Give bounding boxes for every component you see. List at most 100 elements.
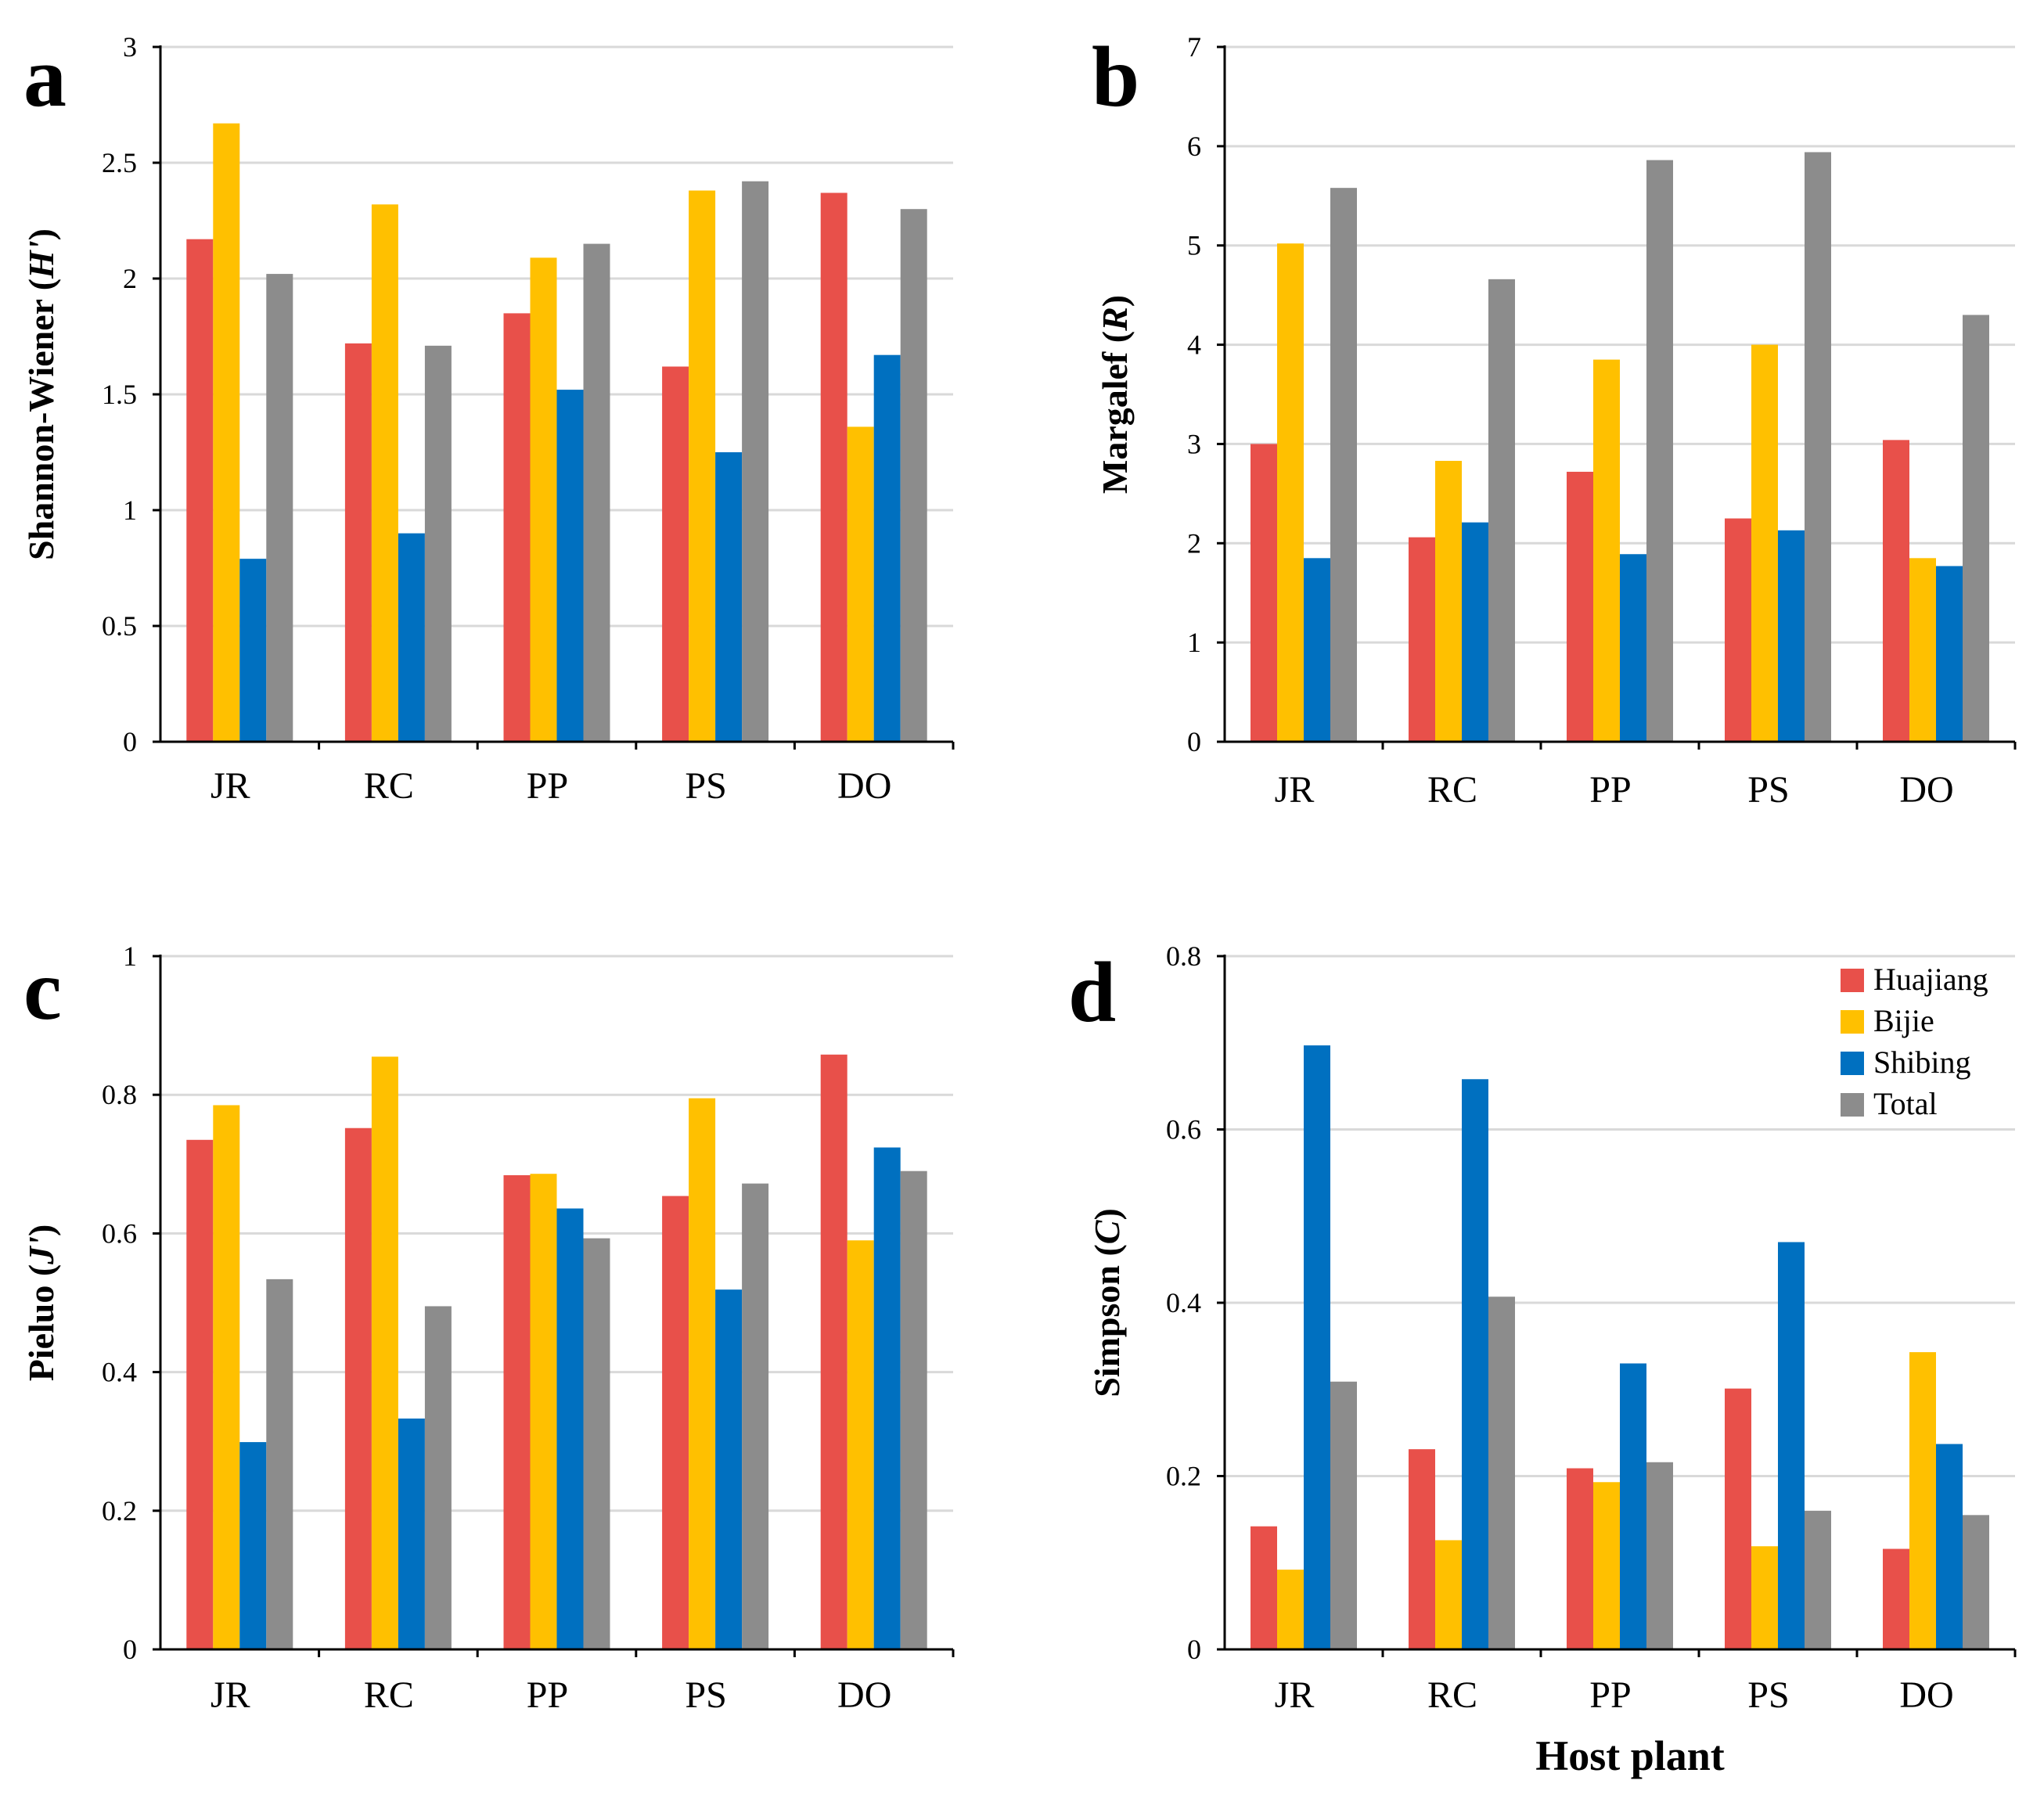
bar-shibing-rc	[398, 533, 425, 742]
x-category-label: PP	[527, 765, 568, 807]
bar-bijie-jr	[213, 1105, 240, 1649]
y-axis-label-variable: H'	[21, 240, 61, 279]
bar-huajiang-jr	[186, 239, 214, 742]
bar-bijie-rc	[371, 1056, 398, 1649]
x-category-label: DO	[837, 1674, 891, 1716]
y-axis-label: Margalef (R)	[1095, 295, 1135, 494]
bar-bijie-pp	[1593, 1482, 1620, 1649]
x-category-label: PP	[1589, 769, 1631, 811]
bar-shibing-do	[1936, 566, 1963, 742]
bar-huajiang-do	[820, 192, 847, 743]
x-category-label: RC	[1427, 1674, 1477, 1716]
y-tick-label: 3	[123, 31, 137, 63]
bar-bijie-jr	[213, 123, 240, 742]
y-tick-label: 0.2	[1166, 1461, 1201, 1492]
bar-shibing-rc	[1462, 1079, 1488, 1649]
bar-huajiang-pp	[503, 313, 531, 742]
x-category-label: JR	[1275, 1674, 1315, 1716]
bar-bijie-do	[1909, 1352, 1936, 1649]
x-category-label: PS	[1747, 769, 1789, 811]
x-category-label: PP	[527, 1674, 568, 1716]
y-axis-label-name: Margalef (	[1095, 331, 1135, 494]
y-axis-label-variable: J'	[21, 1236, 61, 1265]
x-category-label: JR	[211, 1674, 250, 1716]
bar-shibing-do	[873, 354, 901, 742]
x-axis-label-host-plant: Host plant	[1535, 1732, 1725, 1779]
panel-d: 0 0.2 0.4 0.6 0.8 JR RC PP PS DO d Simpson (C) Huaji…	[1068, 940, 2017, 1716]
bar-huajiang-do	[1883, 1548, 1909, 1649]
y-tick-label: 6	[1187, 131, 1201, 162]
bar-huajiang-rc	[344, 343, 372, 742]
bar-huajiang-ps	[1725, 1388, 1751, 1649]
bar-bijie-rc	[1435, 1540, 1462, 1649]
y-axis-label: Pieluo (J')	[21, 1225, 61, 1382]
bar-bijie-jr	[1277, 243, 1304, 743]
y-axis-label-name: Simpson (	[1087, 1244, 1127, 1397]
legend-label-total: Total	[1873, 1086, 1938, 1121]
bar-total-ps	[1805, 1510, 1831, 1649]
y-tick-label: 4	[1187, 329, 1201, 361]
y-axis-label-variable: C	[1087, 1219, 1127, 1244]
bar-shibing-pp	[1620, 554, 1646, 742]
y-tick-label: 0.4	[1166, 1287, 1201, 1318]
bar-total-ps	[742, 181, 769, 742]
legend-label-shibing: Shibing	[1873, 1045, 1970, 1080]
y-axis-label-variable: R	[1095, 307, 1135, 332]
bar-shibing-jr	[1304, 558, 1330, 742]
y-axis-label: Simpson (C)	[1087, 1208, 1127, 1397]
bar-bijie-do	[1909, 558, 1936, 742]
bar-total-jr	[266, 274, 293, 743]
bar-total-do	[1963, 315, 1989, 742]
bar-bijie-ps	[1751, 1546, 1778, 1649]
x-category-label: PS	[685, 1674, 726, 1716]
x-category-label: RC	[364, 1674, 414, 1716]
bar-shibing-ps	[1778, 530, 1805, 742]
bar-shibing-jr	[239, 559, 267, 742]
legend-swatch-shibing	[1841, 1052, 1864, 1075]
bar-huajiang-ps	[662, 366, 689, 742]
y-axis-label-name: Pieluo (	[21, 1264, 61, 1381]
y-tick-label: 0.8	[102, 1079, 137, 1110]
y-axis-label-close: )	[21, 1225, 61, 1236]
y-tick-label: 0.4	[102, 1357, 137, 1388]
bar-shibing-rc	[1462, 522, 1488, 742]
bar-shibing-ps	[715, 452, 743, 742]
bar-huajiang-pp	[503, 1174, 531, 1649]
x-category-label: PS	[685, 765, 726, 807]
bar-shibing-pp	[556, 1208, 584, 1649]
bar-bijie-rc	[1435, 460, 1462, 742]
y-tick-label: 0.8	[1166, 940, 1201, 972]
bar-huajiang-do	[820, 1054, 847, 1649]
y-axis-label-close: )	[21, 228, 61, 240]
bar-bijie-do	[847, 1240, 874, 1649]
bar-huajiang-do	[1883, 440, 1909, 742]
bar-total-rc	[424, 345, 452, 742]
bar-total-pp	[1646, 160, 1673, 743]
y-tick-label: 1	[123, 940, 137, 972]
y-tick-label: 2	[123, 263, 137, 294]
panel-a: 0 0.5 1 1.5 2 2.5 3 JR RC PP PS DO a Shannon-Wiener (…	[21, 29, 955, 807]
bar-total-rc	[1488, 1297, 1515, 1649]
panel-letter: d	[1068, 944, 1116, 1040]
bar-bijie-pp	[1593, 359, 1620, 742]
panel-letter: a	[23, 29, 67, 124]
bar-shibing-ps	[1778, 1242, 1805, 1649]
bar-total-jr	[266, 1279, 293, 1649]
bar-shibing-ps	[715, 1289, 743, 1649]
bar-huajiang-rc	[1409, 1449, 1435, 1649]
legend-swatch-huajiang	[1841, 969, 1864, 992]
bar-total-do	[1963, 1515, 1989, 1649]
bar-total-do	[900, 1171, 927, 1649]
x-category-label: JR	[211, 765, 250, 807]
bar-bijie-jr	[1277, 1570, 1304, 1649]
bar-bijie-ps	[689, 1098, 716, 1649]
bar-huajiang-pp	[1567, 1468, 1593, 1649]
y-tick-label: 0	[1187, 1634, 1201, 1665]
x-category-label: RC	[364, 765, 414, 807]
x-category-label: DO	[837, 765, 891, 807]
bar-huajiang-jr	[186, 1139, 214, 1649]
bar-huajiang-jr	[1251, 1526, 1277, 1649]
bar-total-ps	[1805, 152, 1831, 742]
